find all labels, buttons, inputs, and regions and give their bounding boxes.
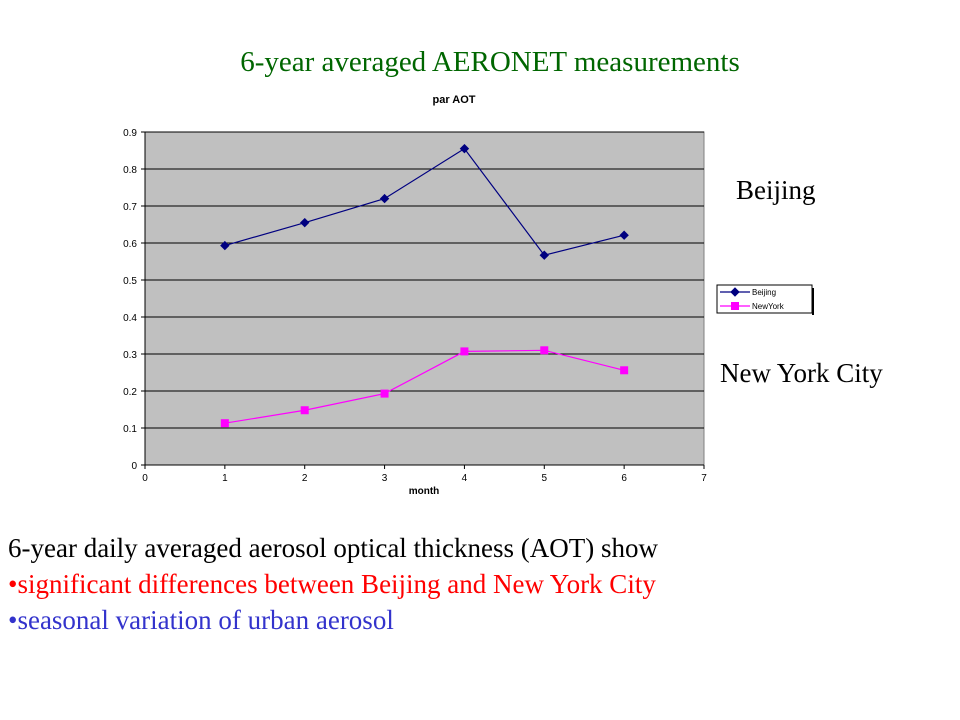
axes: 0 0.1 0.2 0.3 0.4 0.5 0.6 0.7 0.8 0.9 0 1 2 3 4 5 6 7	[123, 128, 707, 484]
data-point-newyork	[620, 366, 629, 375]
summary-intro: 6-year daily averaged aerosol optical th…	[8, 533, 659, 563]
data-point-beijing	[459, 143, 470, 154]
data-point-newyork	[220, 419, 229, 428]
y-tick-label: 0.8	[123, 165, 137, 176]
x-tick-label: 6	[621, 473, 627, 484]
legend-marker-newyork	[731, 302, 739, 310]
y-tick-label: 0.6	[123, 239, 137, 250]
slide-title: 6-year averaged AERONET measurements	[240, 46, 740, 78]
summary-text: 6-year daily averaged aerosol optical th…	[8, 530, 658, 638]
bullet-differences: •significant differences between Beijing…	[8, 569, 656, 599]
data-point-newyork	[540, 346, 549, 355]
beijing-label: Beijing	[736, 175, 816, 205]
series-layer	[220, 143, 629, 428]
x-tick-label: 2	[302, 473, 308, 484]
data-point-beijing	[379, 193, 390, 204]
y-tick-label: 0.2	[123, 387, 137, 398]
data-point-beijing	[300, 217, 310, 228]
data-point-newyork	[380, 389, 389, 398]
legend-box-shadow	[812, 288, 814, 315]
x-tick-label: 4	[462, 473, 468, 484]
x-tick-label: 1	[222, 473, 228, 484]
bullet-seasonal: •seasonal variation of urban aerosol	[8, 605, 394, 635]
gridlines	[145, 131, 704, 429]
x-tick-label: 7	[701, 473, 707, 484]
plot-area	[144, 131, 705, 466]
legend-marker-beijing	[730, 287, 740, 297]
data-point-beijing	[220, 240, 230, 251]
data-point-newyork	[460, 347, 469, 356]
y-tick-label: 0.5	[123, 276, 137, 287]
y-tick-label: 0.7	[123, 202, 137, 213]
y-tick-label: 0.4	[123, 313, 137, 324]
legend: Beijing NewYork	[716, 284, 814, 315]
y-tick-label: 0	[131, 461, 137, 472]
legend-label-beijing: Beijing	[752, 288, 776, 297]
nyc-label: New York City	[720, 358, 883, 388]
x-tick-label: 3	[382, 473, 388, 484]
x-tick-label: 0	[142, 473, 148, 484]
legend-label-newyork: NewYork	[752, 302, 785, 311]
x-tick-label: 5	[542, 473, 548, 484]
x-axis-title: month	[409, 486, 440, 497]
y-tick-label: 0.3	[123, 350, 137, 361]
y-tick-label: 0.9	[123, 128, 137, 139]
data-point-beijing	[619, 230, 629, 240]
data-point-newyork	[300, 406, 309, 415]
series-line-newyork	[224, 349, 625, 424]
data-point-beijing	[539, 250, 549, 260]
chart-title: par AOT	[433, 94, 476, 106]
y-tick-label: 0.1	[123, 424, 137, 435]
series-line-beijing	[224, 147, 625, 256]
